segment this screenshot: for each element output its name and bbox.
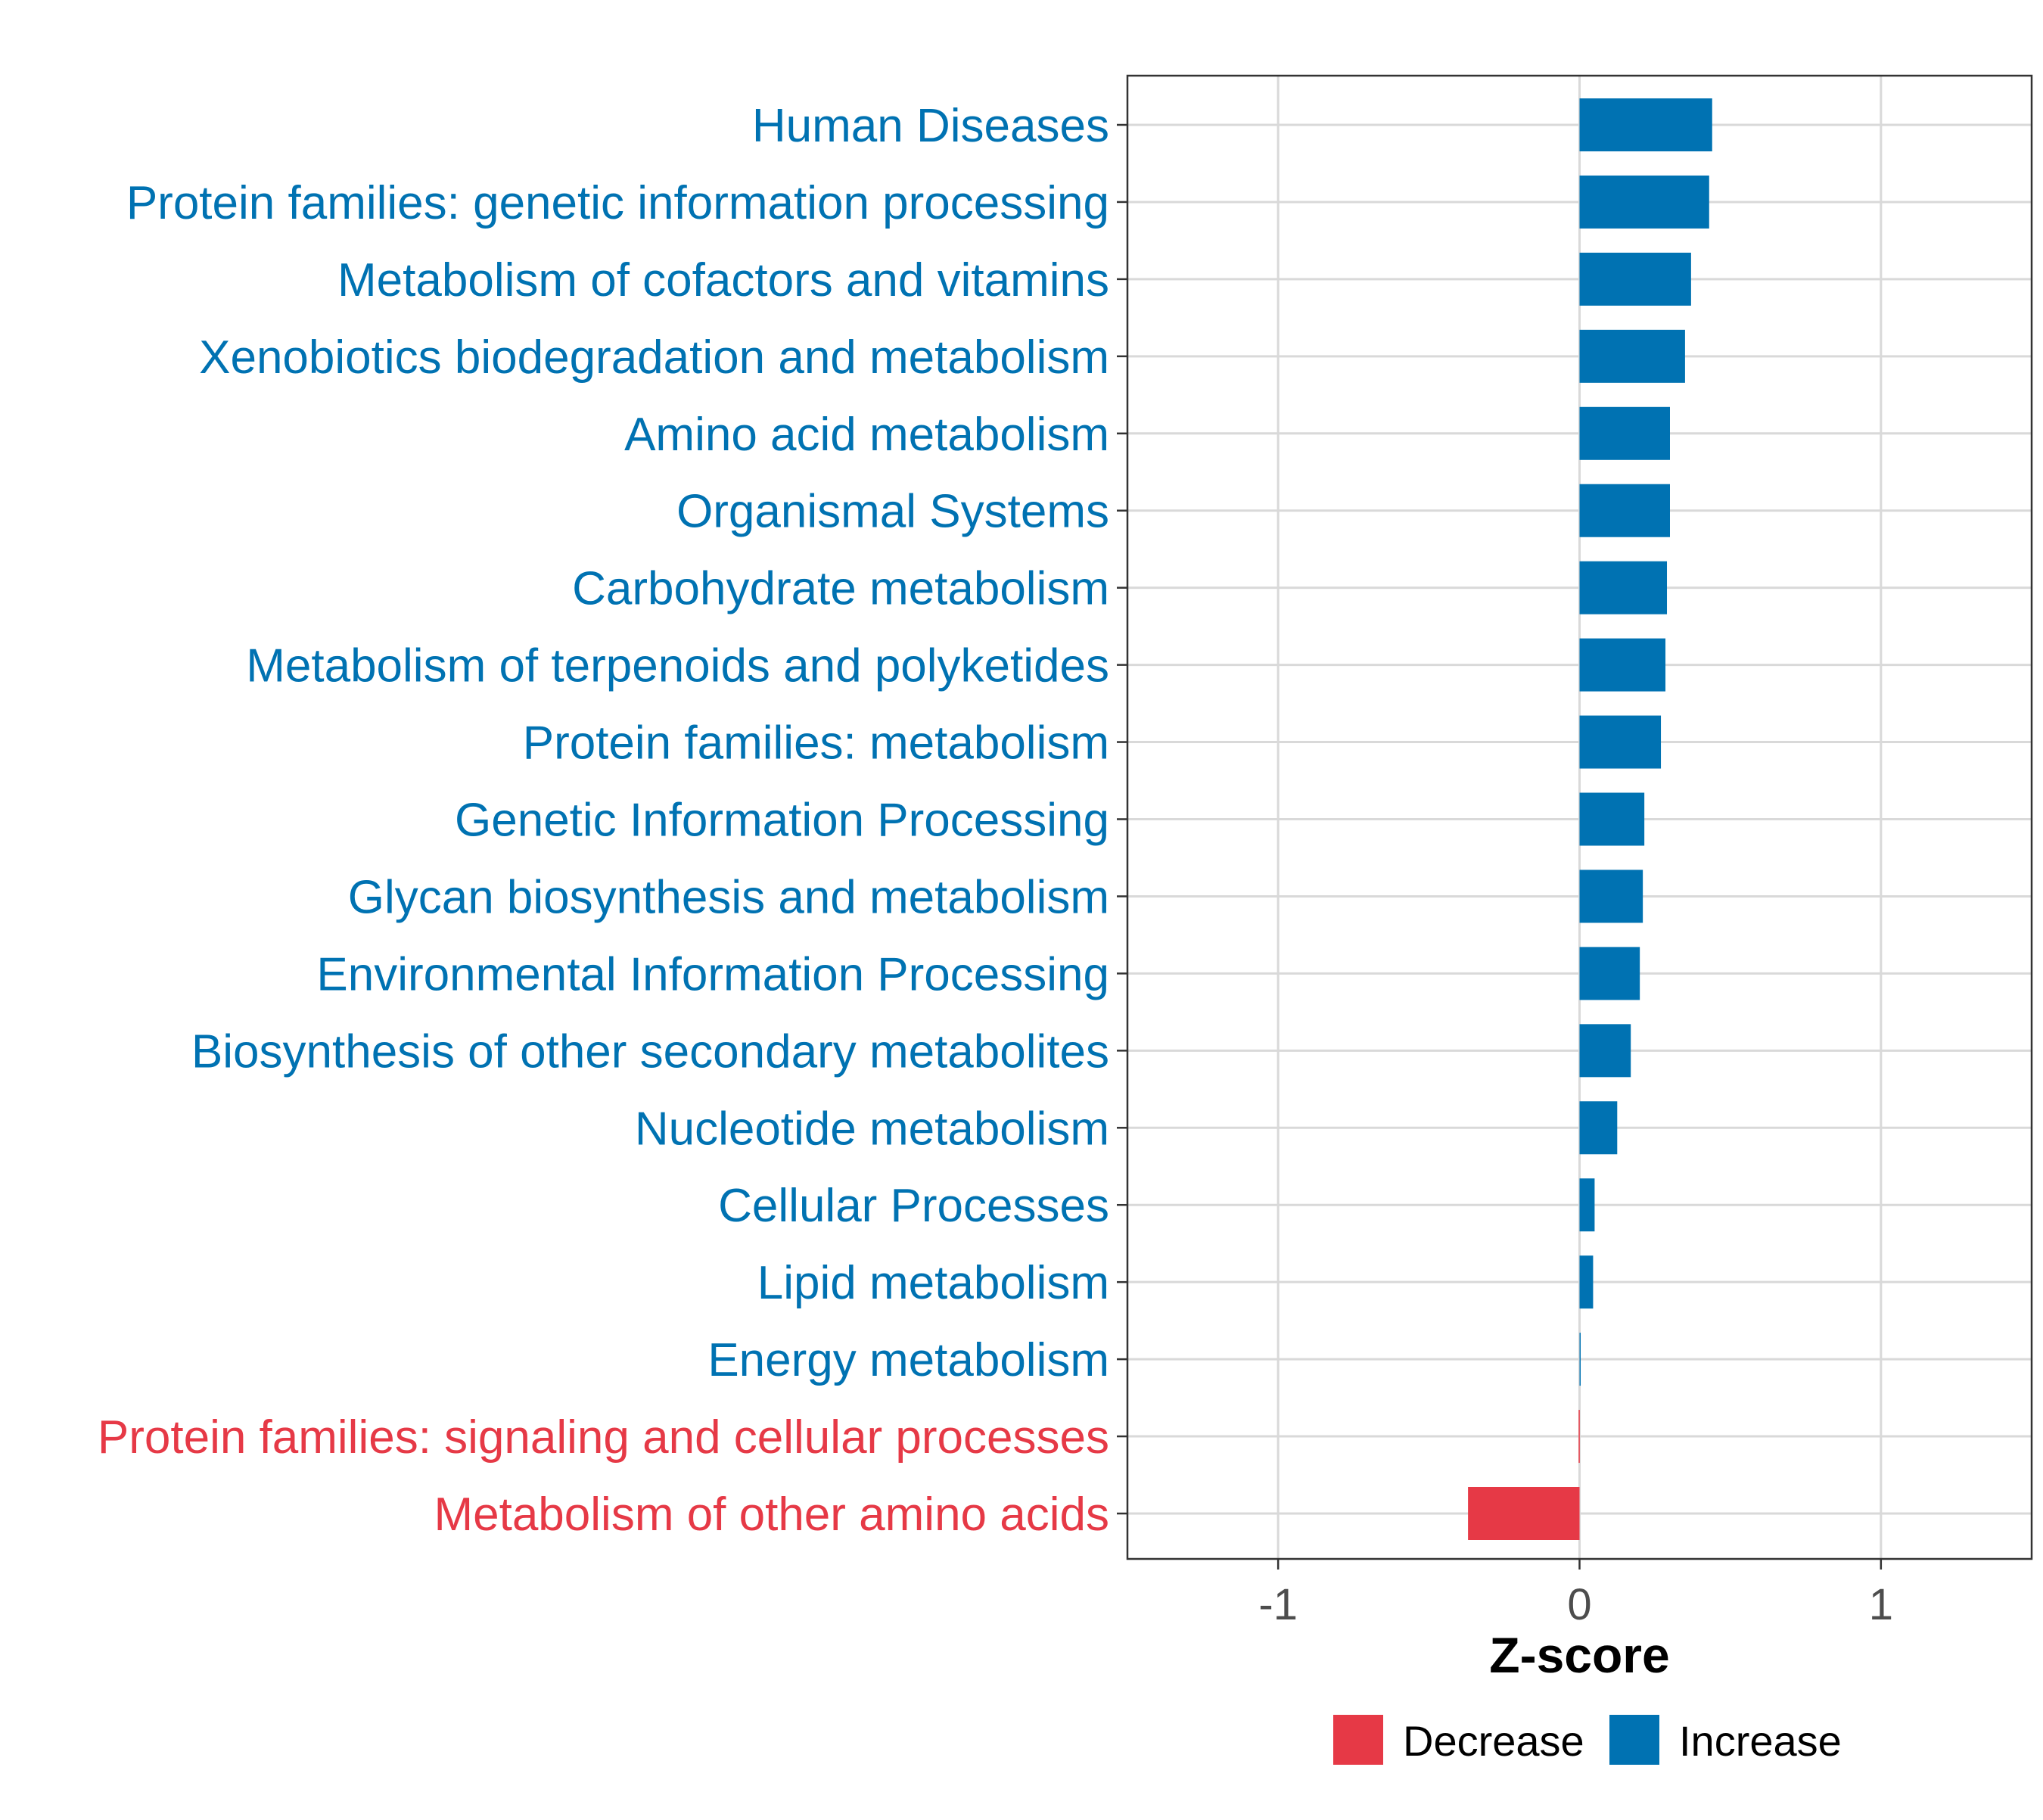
bar [1579,1333,1581,1386]
bar [1579,406,1670,460]
bar [1579,638,1666,692]
x-axis-title: Z-score [1489,1627,1669,1683]
category-label: Amino acid metabolism [624,409,1109,461]
legend-swatch [1609,1715,1659,1765]
bar [1579,1024,1631,1078]
bar [1579,98,1712,151]
bar [1579,252,1691,306]
bar [1579,175,1709,229]
category-label: Organismal Systems [676,486,1109,538]
bar [1579,870,1643,923]
x-tick-label: 1 [1869,1580,1893,1629]
category-label: Xenobiotics biodegradation and metabolis… [199,331,1109,384]
bar [1579,1101,1618,1155]
legend-label: Decrease [1403,1717,1584,1765]
category-label: Biosynthesis of other secondary metaboli… [191,1025,1109,1078]
legend-swatch [1333,1715,1383,1765]
category-label: Environmental Information Processing [316,948,1109,1000]
category-label: Lipid metabolism [757,1257,1109,1309]
category-label: Metabolism of cofactors and vitamins [337,254,1109,306]
bar [1579,329,1685,383]
legend-label: Increase [1679,1717,1842,1765]
bar [1579,715,1662,769]
bar [1579,484,1670,537]
category-label: Cellular Processes [718,1180,1109,1232]
category-label: Nucleotide metabolism [635,1103,1109,1155]
bar [1579,947,1640,1000]
category-label: Protein families: signaling and cellular… [98,1411,1109,1464]
category-label: Metabolism of terpenoids and polyketides [246,640,1109,692]
bar [1579,792,1645,846]
category-label: Metabolism of other amino acids [434,1489,1109,1541]
bar [1468,1487,1580,1540]
bar [1579,561,1668,614]
category-label: Glycan biosynthesis and metabolism [348,871,1109,923]
category-label: Carbohydrate metabolism [572,563,1109,615]
category-label: Protein families: metabolism [523,717,1109,770]
x-tick-label: -1 [1258,1580,1298,1629]
bar [1578,1410,1580,1464]
bar [1579,1255,1594,1309]
category-label: Energy metabolism [707,1334,1109,1386]
legend: Decrease Increase [1333,1715,1842,1765]
category-label: Genetic Information Processing [455,795,1109,847]
x-tick-label: 0 [1567,1580,1591,1629]
category-label: Human Diseases [752,100,1109,152]
bar [1579,1178,1595,1232]
category-label: Protein families: genetic information pr… [126,177,1109,229]
